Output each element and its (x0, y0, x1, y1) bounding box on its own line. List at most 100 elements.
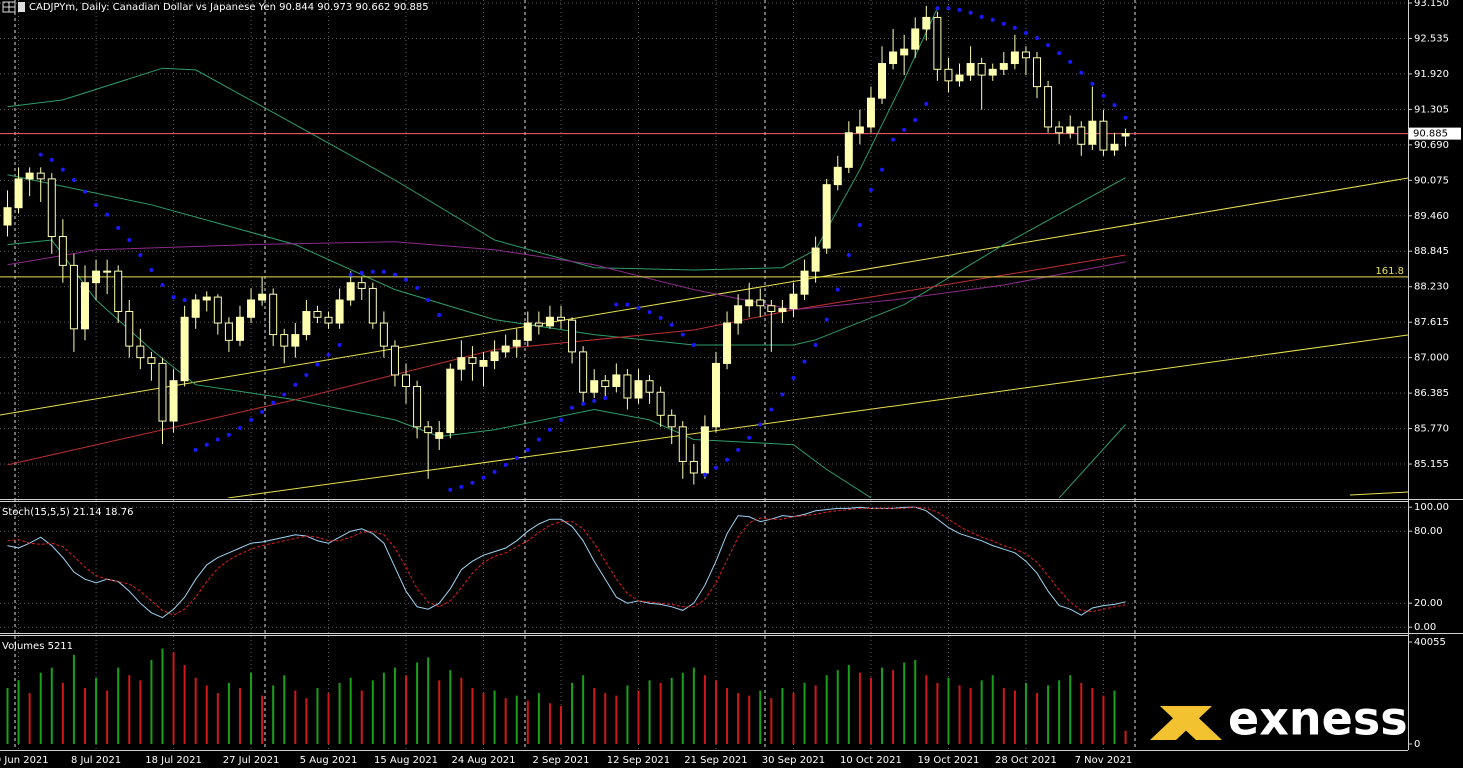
volume-bar (770, 698, 773, 744)
sar-dot (791, 375, 796, 380)
candle-body (235, 316, 244, 341)
volume-bar (1024, 682, 1027, 744)
candle-body (402, 374, 411, 387)
sar-dot (82, 189, 87, 194)
sar-dot (105, 212, 110, 217)
candle-body (878, 63, 887, 99)
candle-body (800, 270, 809, 295)
candle-body (601, 380, 610, 387)
volume-bar (471, 687, 474, 744)
volume-bar (714, 680, 717, 744)
x-tick-label: 21 Sep 2021 (684, 755, 747, 766)
volume-bar (1002, 687, 1005, 744)
sar-dot (237, 425, 242, 430)
volume-bar (903, 662, 906, 744)
sar-dot (647, 310, 652, 315)
volume-bar (95, 677, 98, 744)
sar-dot (415, 285, 420, 290)
candle-body (789, 293, 798, 310)
volume-bar (161, 648, 164, 744)
volume-bar (836, 670, 839, 744)
candle-body (999, 63, 1008, 70)
candle-body (291, 334, 300, 347)
candle-body (191, 299, 200, 318)
candle-body (700, 426, 709, 474)
volume-bar (803, 682, 806, 744)
candle-body (756, 299, 765, 307)
candle-body (446, 368, 455, 434)
sar-dot (60, 167, 65, 172)
volume-bar (250, 672, 253, 744)
stochastic-label: Stoch(15,5,5) 21.14 18.76 (2, 507, 133, 518)
volume-pane (6, 648, 1127, 744)
candle-body (1110, 143, 1119, 151)
sar-dot (846, 252, 851, 257)
candle-body (80, 282, 89, 330)
candle-body (568, 319, 577, 353)
volume-bar (106, 690, 109, 744)
sar-dot (282, 392, 287, 397)
candle-body (678, 426, 687, 462)
indicator-line (7, 254, 1126, 466)
candle-body (1099, 120, 1108, 151)
volume-bar (626, 685, 629, 744)
sar-dot (702, 472, 707, 477)
volume-bar (858, 672, 861, 744)
sar-dot (725, 457, 730, 462)
y-tick-label: 0.00 (1414, 622, 1436, 633)
y-tick-label: 86.385 (1414, 388, 1449, 399)
x-tick-label: 12 Sep 2021 (607, 755, 670, 766)
candle-body (69, 264, 78, 330)
volume-bar (194, 677, 197, 744)
candle-body (711, 362, 720, 428)
candle-body (645, 380, 654, 393)
candle-body (579, 351, 588, 393)
logo: exness (1150, 692, 1408, 746)
sar-dot (614, 302, 619, 307)
volume-bar (382, 672, 385, 744)
volume-bar (1102, 695, 1105, 744)
volume-bar (61, 682, 64, 744)
volume-bar (925, 675, 928, 744)
candle-body (534, 322, 543, 327)
candle-body (723, 322, 732, 364)
candle-body (922, 16, 931, 30)
candle-body (623, 374, 632, 399)
sar-dot (924, 101, 929, 106)
candle-body (413, 385, 422, 428)
sar-dot (868, 187, 873, 192)
y-tick-label: 85.770 (1414, 424, 1449, 435)
sar-dot (935, 6, 940, 11)
volume-bar (615, 695, 618, 744)
candle-body (14, 178, 23, 209)
volume-bar (39, 672, 42, 744)
sar-dot (547, 427, 552, 432)
volume-bar (726, 687, 729, 744)
volume-bar (703, 675, 706, 744)
candle-body (855, 126, 864, 134)
sar-dot (713, 465, 718, 470)
volume-bar (28, 693, 31, 744)
volume-bar (83, 687, 86, 744)
y-tick-label: 0 (1414, 739, 1420, 750)
y-tick-label: 85.155 (1414, 459, 1449, 470)
sar-dot (636, 306, 641, 311)
candle-body (988, 68, 997, 76)
x-tick-label: 5 Aug 2021 (300, 755, 358, 766)
volume-bar (593, 687, 596, 744)
x-tick-label: 18 Jul 2021 (145, 755, 202, 766)
volume-bar (172, 652, 175, 744)
sar-dot (658, 315, 663, 320)
sar-dot (359, 270, 364, 275)
trend-line (0, 177, 1408, 416)
sar-dot (315, 362, 320, 367)
sar-dot (304, 372, 309, 377)
sar-dot (204, 442, 209, 447)
volume-bar (493, 690, 496, 744)
candle-body (25, 172, 34, 180)
x-tick-label: 28 Oct 2021 (995, 755, 1057, 766)
trend-line (227, 334, 1408, 498)
sar-dot (581, 401, 586, 406)
volume-bar (294, 690, 297, 744)
candle-body (103, 270, 112, 273)
